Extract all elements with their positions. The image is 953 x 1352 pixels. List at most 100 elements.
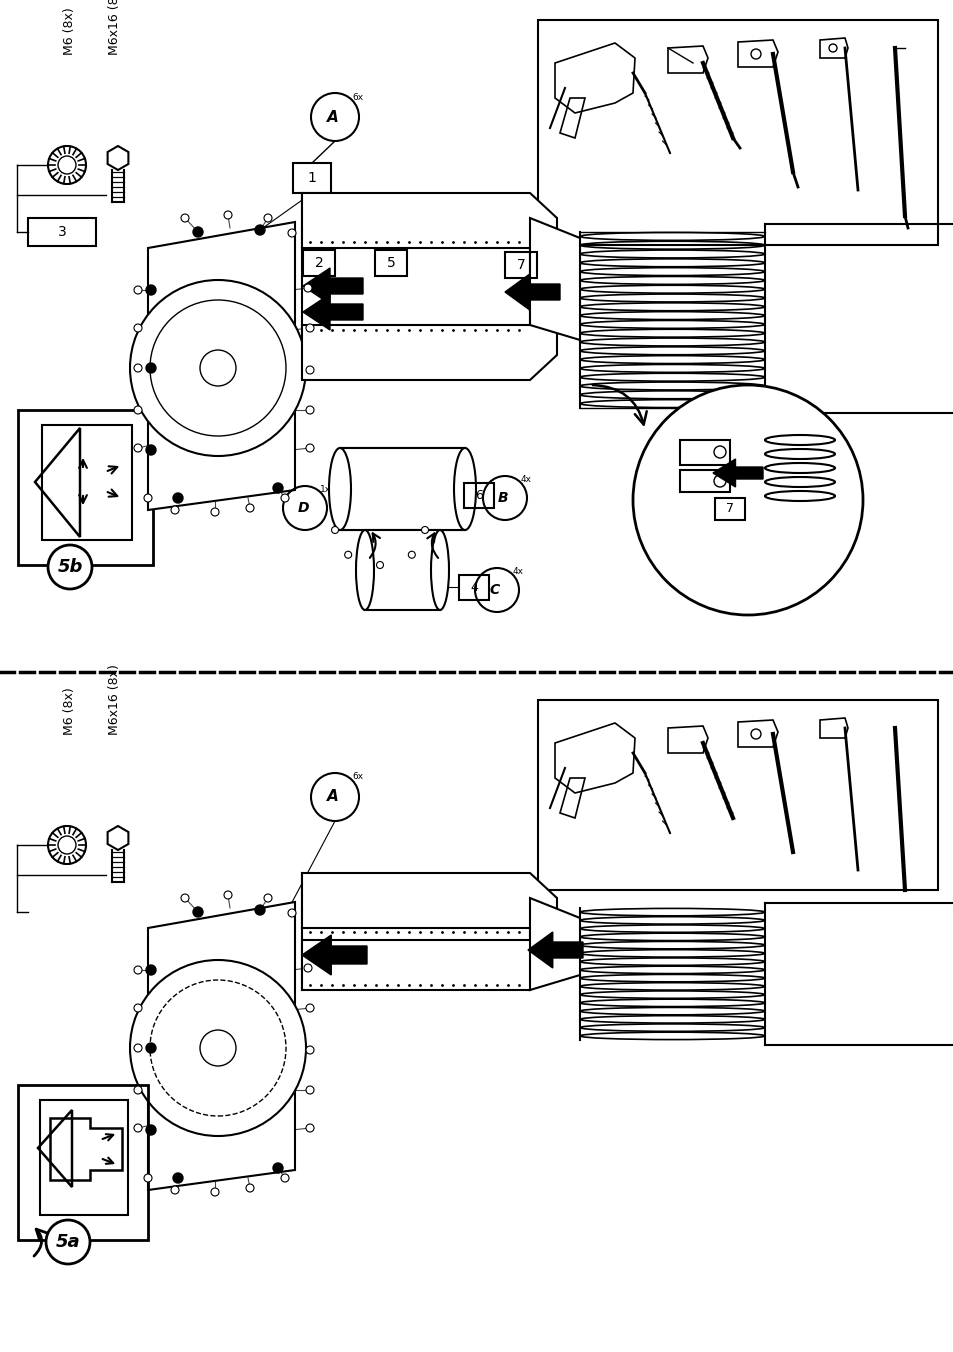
- Polygon shape: [108, 146, 129, 170]
- Circle shape: [264, 894, 272, 902]
- Circle shape: [146, 285, 156, 295]
- Bar: [537, 20, 937, 245]
- Bar: [458, 575, 489, 600]
- Text: 6x: 6x: [352, 92, 363, 101]
- Circle shape: [200, 1030, 235, 1065]
- Circle shape: [133, 324, 142, 333]
- Circle shape: [146, 1042, 156, 1053]
- Circle shape: [133, 406, 142, 414]
- Circle shape: [288, 228, 295, 237]
- Polygon shape: [530, 218, 579, 339]
- Bar: [504, 251, 537, 279]
- Polygon shape: [148, 902, 294, 1190]
- Polygon shape: [148, 222, 294, 510]
- Circle shape: [224, 211, 232, 219]
- Circle shape: [273, 1163, 283, 1174]
- Text: 5b: 5b: [57, 558, 83, 576]
- Circle shape: [211, 508, 219, 516]
- Circle shape: [306, 443, 314, 452]
- Circle shape: [133, 965, 142, 973]
- Circle shape: [146, 362, 156, 373]
- Text: 1: 1: [307, 170, 316, 185]
- Text: 5: 5: [386, 256, 395, 270]
- Polygon shape: [302, 936, 367, 975]
- Polygon shape: [679, 439, 729, 465]
- Ellipse shape: [355, 530, 374, 610]
- Circle shape: [150, 300, 286, 435]
- Polygon shape: [339, 448, 464, 530]
- Polygon shape: [302, 324, 557, 380]
- Circle shape: [181, 214, 189, 222]
- Circle shape: [193, 907, 203, 917]
- Circle shape: [331, 526, 338, 534]
- Circle shape: [344, 552, 352, 558]
- Text: M6 (8x): M6 (8x): [64, 687, 76, 735]
- Polygon shape: [527, 932, 582, 968]
- Circle shape: [48, 545, 91, 589]
- Circle shape: [224, 891, 232, 899]
- Circle shape: [306, 324, 314, 333]
- Polygon shape: [302, 940, 557, 990]
- Circle shape: [306, 1086, 314, 1094]
- Text: M6x16 (8x): M6x16 (8x): [109, 0, 121, 55]
- Circle shape: [133, 1086, 142, 1094]
- Circle shape: [304, 964, 312, 972]
- Polygon shape: [108, 826, 129, 850]
- Circle shape: [146, 965, 156, 975]
- Circle shape: [376, 561, 383, 568]
- Text: 5a: 5a: [55, 1233, 80, 1251]
- Circle shape: [181, 894, 189, 902]
- Circle shape: [281, 1174, 289, 1182]
- Polygon shape: [303, 268, 363, 304]
- Circle shape: [304, 284, 312, 292]
- Text: 6x: 6x: [352, 772, 363, 781]
- Circle shape: [306, 406, 314, 414]
- Circle shape: [133, 1124, 142, 1132]
- Circle shape: [273, 483, 283, 493]
- Bar: [28, 218, 96, 246]
- Bar: [375, 250, 407, 276]
- Circle shape: [306, 1124, 314, 1132]
- Circle shape: [281, 493, 289, 502]
- Circle shape: [200, 350, 235, 387]
- Circle shape: [146, 1125, 156, 1134]
- Circle shape: [133, 364, 142, 372]
- Circle shape: [306, 1005, 314, 1013]
- Circle shape: [48, 146, 86, 184]
- Polygon shape: [712, 458, 762, 487]
- Text: 2: 2: [314, 256, 323, 270]
- Text: M6 (8x): M6 (8x): [64, 7, 76, 55]
- Circle shape: [130, 280, 306, 456]
- Ellipse shape: [329, 448, 351, 530]
- Circle shape: [133, 443, 142, 452]
- Polygon shape: [530, 898, 579, 990]
- Circle shape: [264, 214, 272, 222]
- Bar: [18, 1086, 148, 1240]
- Circle shape: [133, 1044, 142, 1052]
- Bar: [714, 498, 744, 521]
- Bar: [537, 700, 937, 890]
- Circle shape: [58, 155, 76, 174]
- Polygon shape: [302, 193, 557, 247]
- Ellipse shape: [454, 448, 476, 530]
- Circle shape: [193, 227, 203, 237]
- Text: D: D: [297, 502, 309, 515]
- Circle shape: [133, 287, 142, 293]
- Polygon shape: [303, 293, 363, 330]
- Bar: [42, 425, 132, 539]
- Circle shape: [633, 385, 862, 615]
- Circle shape: [130, 960, 306, 1136]
- Polygon shape: [365, 530, 439, 610]
- Polygon shape: [504, 274, 559, 310]
- Text: M6x16 (8x): M6x16 (8x): [109, 664, 121, 735]
- Circle shape: [246, 504, 253, 512]
- Text: 4x: 4x: [512, 568, 523, 576]
- Bar: [293, 164, 331, 193]
- Text: 4x: 4x: [520, 476, 531, 484]
- Circle shape: [211, 1188, 219, 1197]
- Ellipse shape: [431, 530, 449, 610]
- Text: 4: 4: [470, 581, 477, 594]
- Circle shape: [144, 1174, 152, 1182]
- Text: A: A: [327, 110, 338, 124]
- Circle shape: [58, 836, 76, 854]
